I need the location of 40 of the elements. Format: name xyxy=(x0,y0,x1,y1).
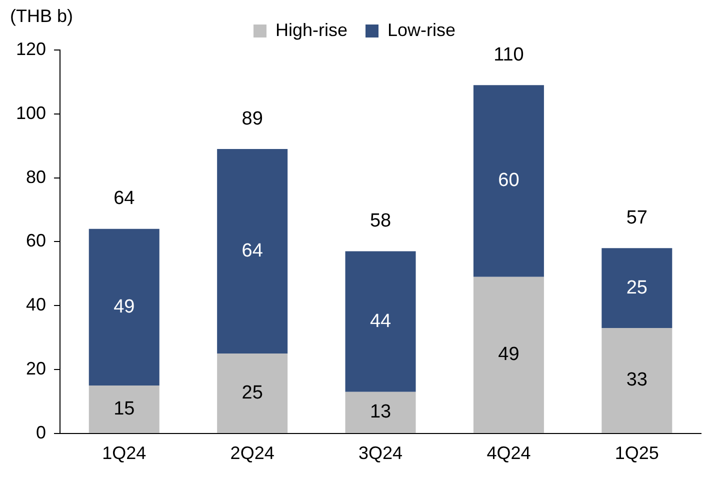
y-tick-label: 0 xyxy=(36,422,46,442)
bar xyxy=(473,276,544,433)
y-tick-label: 100 xyxy=(16,102,46,123)
total-label: 58 xyxy=(370,210,392,232)
data-label: 49 xyxy=(114,296,135,318)
data-label: 25 xyxy=(242,382,263,404)
total-label: 64 xyxy=(114,188,136,210)
bar xyxy=(473,85,544,277)
total-label: 57 xyxy=(626,207,648,228)
data-label: 44 xyxy=(370,310,392,332)
total-label: 110 xyxy=(494,44,524,66)
data-label: 64 xyxy=(242,240,264,262)
bar xyxy=(345,392,416,433)
data-label: 25 xyxy=(626,277,648,298)
x-tick-label: 4Q24 xyxy=(486,443,531,464)
bar xyxy=(88,228,160,386)
y-tick-label: 20 xyxy=(26,358,46,378)
y-tick-label: 80 xyxy=(26,166,46,187)
x-tick-label: 3Q24 xyxy=(358,443,403,464)
x-tick-label: 1Q24 xyxy=(102,443,146,464)
bar xyxy=(217,149,288,354)
bar xyxy=(88,385,160,433)
x-tick-label: 1Q25 xyxy=(614,443,659,464)
data-label: 15 xyxy=(114,398,135,420)
legend-label: High-rise xyxy=(275,20,348,40)
y-tick-label: 120 xyxy=(16,38,46,59)
data-label: 33 xyxy=(626,370,648,391)
bar xyxy=(345,251,416,392)
total-label: 89 xyxy=(242,108,263,130)
data-label: 49 xyxy=(498,344,520,366)
bar xyxy=(217,354,288,433)
data-label: 60 xyxy=(498,170,520,192)
data-label: 13 xyxy=(370,402,392,423)
y-axis-title: (THB b) xyxy=(10,6,73,26)
y-tick-label: 60 xyxy=(26,230,46,251)
bar xyxy=(602,328,672,433)
bar xyxy=(602,248,672,328)
y-tick-label: 40 xyxy=(26,294,46,315)
legend-label: Low-rise xyxy=(388,20,456,40)
x-tick-label: 2Q24 xyxy=(230,443,274,464)
